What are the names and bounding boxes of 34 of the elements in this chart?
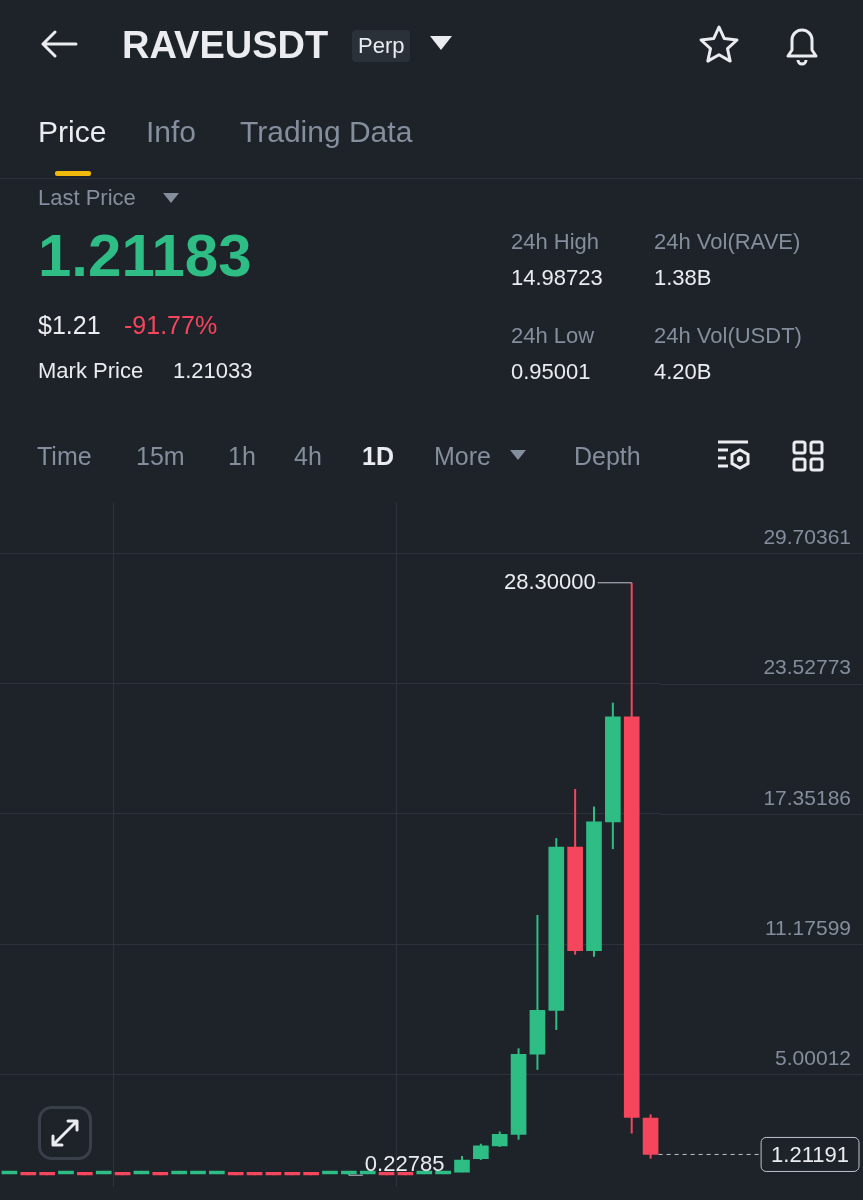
text: Info bbox=[146, 115, 197, 148]
annotation: 28.30000 bbox=[503, 568, 596, 594]
chart-subtitle: Perp bbox=[352, 30, 411, 62]
text: 1h bbox=[228, 442, 256, 470]
text: 4h bbox=[294, 442, 322, 470]
annotation: 0.22785 bbox=[364, 1151, 445, 1177]
text: 1.21183 bbox=[38, 222, 252, 289]
y-tick-label: 11.17599 bbox=[764, 915, 851, 939]
text: More bbox=[434, 442, 491, 470]
text: 1D bbox=[362, 442, 394, 470]
text: 24h Vol(RAVE) bbox=[654, 229, 801, 254]
text: Mark Price bbox=[38, 358, 144, 383]
y-tick-label: 23.52773 bbox=[763, 655, 851, 679]
y-tick-label: 17.35186 bbox=[763, 785, 851, 809]
text: Last Price bbox=[38, 185, 136, 210]
text: Depth bbox=[574, 442, 641, 470]
text: -91.77% bbox=[124, 311, 218, 339]
ref-line-label: 1.21191 bbox=[771, 1141, 850, 1167]
y-tick-label: 5.00012 bbox=[775, 1046, 851, 1070]
text: 1.21033 bbox=[173, 358, 253, 383]
text: 24h Low bbox=[511, 323, 595, 348]
text: 1.38B bbox=[654, 265, 712, 290]
text: Time bbox=[37, 442, 92, 470]
chart-title: RAVEUSDT bbox=[122, 24, 329, 66]
y-tick-label: 29.70361 bbox=[763, 524, 851, 548]
text: Price bbox=[38, 115, 107, 148]
text: 14.98723 bbox=[511, 265, 603, 290]
text: 15m bbox=[136, 442, 185, 470]
text: 24h Vol(USDT) bbox=[654, 323, 802, 348]
text: 4.20B bbox=[654, 359, 712, 384]
text: 0.95001 bbox=[511, 359, 591, 384]
text: Trading Data bbox=[240, 115, 413, 148]
text: 24h High bbox=[511, 229, 600, 254]
text: $1.21 bbox=[38, 311, 101, 339]
